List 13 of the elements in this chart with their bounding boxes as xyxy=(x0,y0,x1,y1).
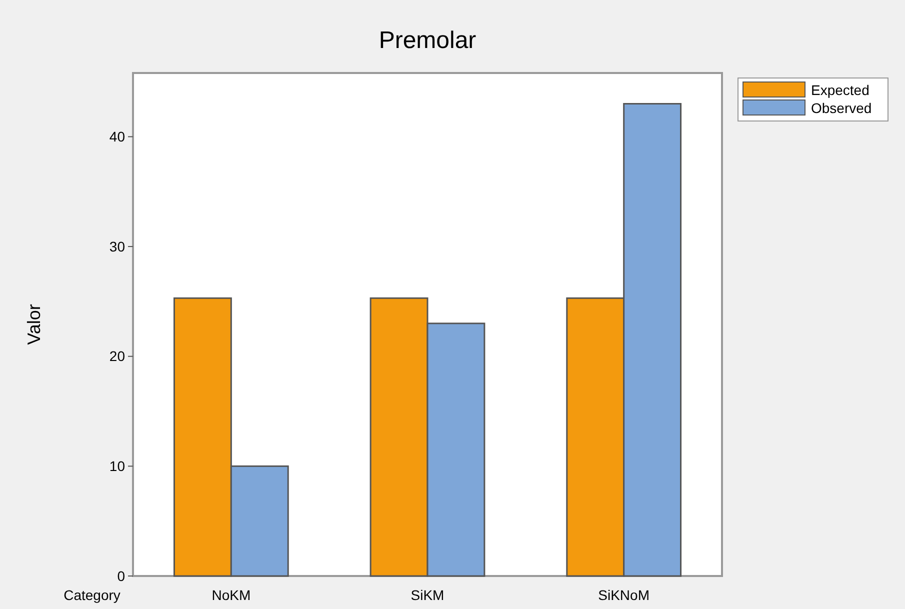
x-tick-label: SiKM xyxy=(410,587,444,603)
legend-label: Expected xyxy=(811,82,870,98)
legend-label: Observed xyxy=(811,100,872,116)
y-axis-title: Valor xyxy=(24,304,44,345)
y-tick-label: 10 xyxy=(109,458,126,474)
y-tick-label: 30 xyxy=(109,238,126,254)
y-tick-label: 40 xyxy=(109,128,126,145)
x-tick-label: NoKM xyxy=(212,587,251,603)
y-tick-label: 20 xyxy=(109,348,126,364)
chart-title: Premolar xyxy=(378,27,476,54)
x-axis-title: Category xyxy=(64,587,120,603)
y-tick-label: 0 xyxy=(117,568,126,584)
x-tick-label: SiKNoM xyxy=(598,587,650,603)
